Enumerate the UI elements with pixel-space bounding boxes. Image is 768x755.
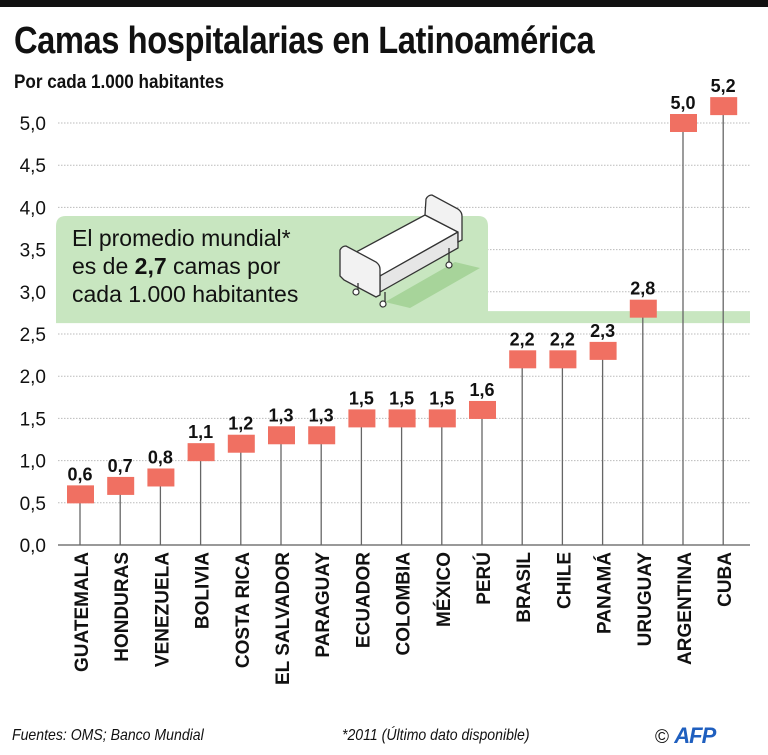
value-label: 2,3 xyxy=(590,321,615,341)
value-label: 0,7 xyxy=(108,456,133,476)
value-label: 5,2 xyxy=(711,76,736,96)
value-label: 1,6 xyxy=(469,380,494,400)
chart-subtitle: Por cada 1.000 habitantes xyxy=(14,72,225,93)
category-label: URUGUAY xyxy=(635,552,656,647)
hospital-bed-icon xyxy=(339,194,480,308)
annotation-line-1: El promedio mundial* xyxy=(72,225,291,251)
chart-title: Camas hospitalarias en Latinoamérica xyxy=(14,20,595,62)
value-label: 2,8 xyxy=(630,279,655,299)
category-label: ECUADOR xyxy=(353,552,374,648)
y-tick-label: 4,5 xyxy=(20,156,46,177)
value-label: 1,3 xyxy=(309,405,334,425)
y-tick-label: 0,5 xyxy=(20,494,46,515)
category-label: MÉXICO xyxy=(433,552,455,627)
y-tick-label: 5,0 xyxy=(20,114,46,135)
value-marker xyxy=(710,97,738,116)
afp-logo: AFP xyxy=(674,723,716,748)
annotation-line-2-pre: es de xyxy=(72,253,135,279)
footnote: *2011 (Último dato disponible) xyxy=(342,727,530,744)
value-label: 1,5 xyxy=(429,388,454,408)
value-marker xyxy=(549,350,577,369)
value-label: 1,5 xyxy=(389,388,414,408)
value-label: 2,2 xyxy=(550,329,575,349)
annotation-average-value: 2,7 xyxy=(134,253,167,279)
category-label: GUATEMALA xyxy=(72,552,93,672)
value-marker xyxy=(67,485,94,504)
value-marker xyxy=(388,409,416,428)
value-label: 0,8 xyxy=(148,447,173,467)
annotation-line-3: cada 1.000 habitantes xyxy=(72,281,299,307)
value-marker xyxy=(589,341,617,360)
value-marker xyxy=(629,299,657,318)
y-tick-label: 3,5 xyxy=(20,241,46,262)
y-tick-label: 1,0 xyxy=(20,452,46,473)
y-tick-label: 0,0 xyxy=(20,536,46,557)
value-label: 5,0 xyxy=(670,93,695,113)
category-label: PARAGUAY xyxy=(313,552,334,658)
y-tick-label: 3,0 xyxy=(20,283,46,304)
value-marker xyxy=(268,426,295,445)
y-tick-label: 4,0 xyxy=(20,198,46,219)
value-marker xyxy=(187,443,215,462)
category-label: EL SALVADOR xyxy=(273,552,294,685)
copyright-icon: © xyxy=(655,727,669,748)
value-marker xyxy=(509,350,537,369)
x-axis-labels: GUATEMALA HONDURAS VENEZUELA BOLIVIA COSTA R… xyxy=(72,552,736,685)
agency-credit: © AFP xyxy=(655,723,716,749)
category-label: PERÚ xyxy=(473,552,495,605)
value-label: 1,3 xyxy=(268,405,293,425)
value-marker xyxy=(107,476,135,495)
y-tick-label: 2,0 xyxy=(20,367,46,388)
category-label: COSTA RICA xyxy=(233,552,254,668)
annotation-line-2: es de 2,7 camas por xyxy=(72,252,298,280)
category-label: CHILE xyxy=(554,552,575,609)
category-label: ARGENTINA xyxy=(675,552,696,665)
value-marker xyxy=(469,400,496,419)
category-label: CUBA xyxy=(715,552,736,607)
value-marker xyxy=(428,409,456,428)
value-label: 0,6 xyxy=(67,464,92,484)
average-annotation: El promedio mundial* es de 2,7 camas por… xyxy=(72,224,298,308)
data-marks: 0,6 0,7 0,8 1,1 1,2 1,3 1,3 1,5 1,5 1,5 1,6 2,2 2,2 2… xyxy=(67,76,738,545)
value-marker xyxy=(227,434,255,453)
category-label: COLOMBIA xyxy=(394,552,415,656)
value-marker xyxy=(670,114,697,132)
value-marker xyxy=(147,468,175,487)
category-label: BRASIL xyxy=(514,552,535,623)
value-label: 1,1 xyxy=(188,422,213,442)
value-label: 2,2 xyxy=(510,329,535,349)
category-label: VENEZUELA xyxy=(152,552,173,667)
value-label: 1,2 xyxy=(228,414,253,434)
y-tick-label: 2,5 xyxy=(20,325,46,346)
annotation-line-2-post: camas por xyxy=(166,253,281,279)
sources-note: Fuentes: OMS; Banco Mundial xyxy=(12,727,204,744)
category-label: BOLIVIA xyxy=(193,552,214,629)
category-label: PANAMÁ xyxy=(594,552,616,634)
value-marker xyxy=(348,409,376,428)
value-marker xyxy=(308,426,336,445)
y-tick-label: 1,5 xyxy=(20,409,46,430)
category-label: HONDURAS xyxy=(112,552,133,662)
y-axis: 0,0 0,5 1,0 1,5 2,0 2,5 3,0 3,5 4,0 4,5 5,0 xyxy=(20,114,750,557)
value-label: 1,5 xyxy=(349,388,374,408)
top-rule xyxy=(0,0,768,7)
